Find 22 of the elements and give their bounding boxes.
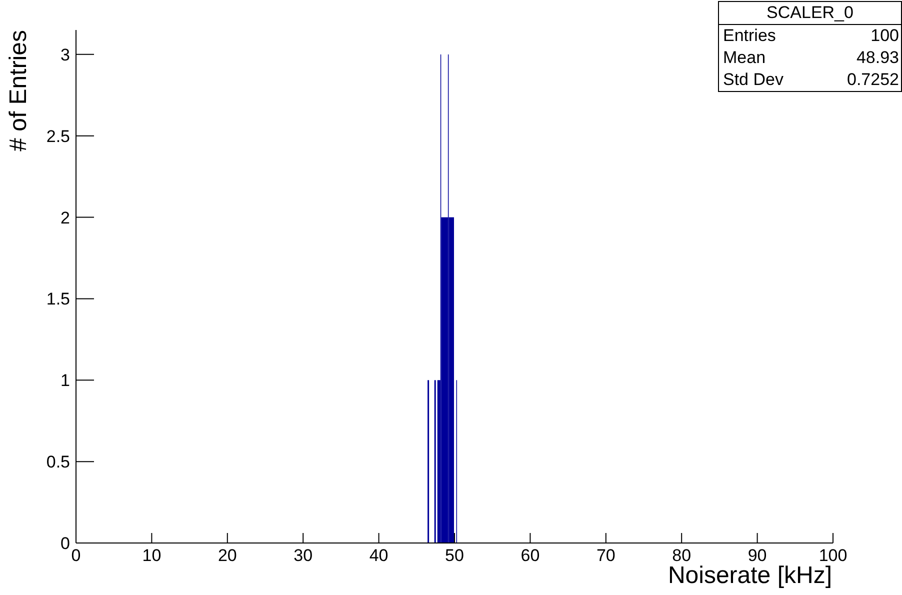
- x-tick-label: 70: [596, 546, 616, 566]
- y-tick-label: 2: [60, 208, 70, 228]
- y-tick-label: 1.5: [46, 290, 70, 309]
- annotation: Entries: [723, 25, 776, 47]
- x-tick-label: 10: [142, 546, 162, 566]
- text: 48.93: [856, 47, 899, 69]
- x-tick-label: 40: [369, 546, 388, 566]
- y-tick-label: 1: [60, 371, 70, 390]
- x-tick-label: 30: [294, 546, 313, 566]
- y-tick-label: 0: [60, 534, 70, 554]
- x-tick-label: 50: [445, 546, 464, 566]
- text: 100: [870, 25, 899, 47]
- y-tick-label: 3: [60, 45, 70, 64]
- annotation: Std Dev: [723, 69, 784, 91]
- y-tick-label: 0.5: [46, 452, 70, 472]
- y-tick-label: 2.5: [46, 126, 70, 146]
- text: 0.7252: [847, 69, 899, 91]
- y-axis-title: # of Entries: [4, 30, 33, 154]
- annotation: Mean: [723, 47, 766, 69]
- text: SCALER_0: [719, 2, 901, 25]
- x-tick-label: 60: [520, 546, 540, 566]
- x-tick-label: 20: [218, 546, 237, 566]
